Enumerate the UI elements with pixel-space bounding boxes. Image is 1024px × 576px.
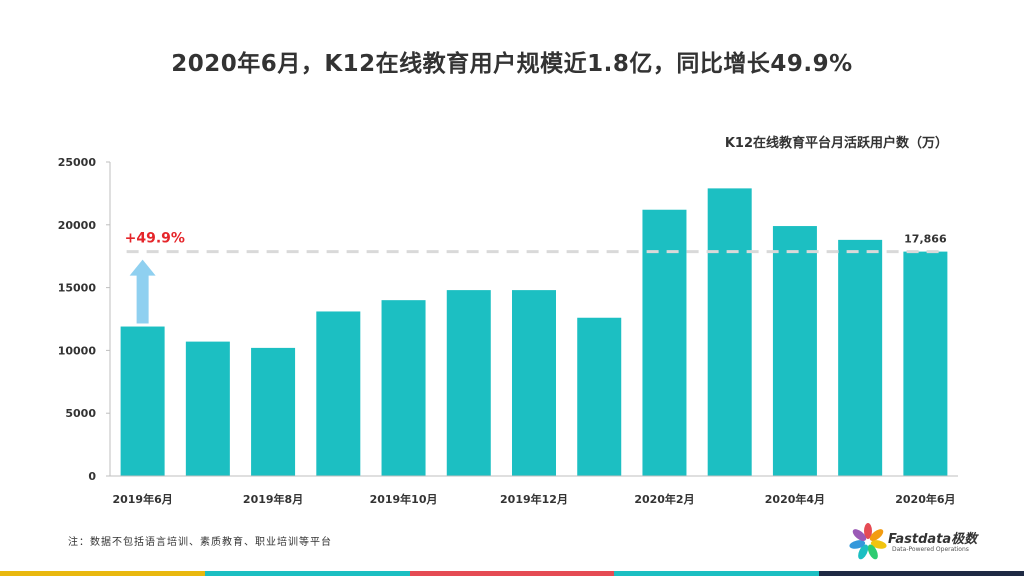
y-tick-label: 0 (88, 470, 96, 483)
logo-text: Fastdata极数 (888, 532, 978, 547)
y-tick-label: 15000 (58, 282, 97, 295)
bar (316, 311, 361, 476)
reference-value-label: 17,866 (904, 233, 947, 246)
bar (446, 290, 491, 476)
bar (251, 347, 296, 476)
bar (903, 251, 948, 476)
x-tick-label: 2020年4月 (765, 492, 825, 506)
bar (577, 317, 622, 476)
annotations: 17,866 +49.9% (125, 231, 947, 324)
color-stripe (819, 571, 1024, 576)
bar (185, 341, 230, 476)
chart-title: K12在线教育平台月活跃用户数（万） (725, 135, 948, 151)
bar (772, 226, 817, 476)
brand-logo: Fastdata极数 Data-Powered Operations (848, 522, 1018, 562)
color-stripe (0, 571, 205, 576)
y-tick-label: 10000 (58, 344, 97, 357)
x-tick-label: 2020年2月 (634, 492, 694, 506)
y-axis: 0 5000 10000 15000 20000 25000 (58, 156, 111, 483)
color-stripe (204, 571, 410, 576)
x-tick-label: 2019年12月 (500, 492, 568, 506)
footnote: 注：数据不包括语言培训、素质教育、职业培训等平台 (68, 537, 332, 548)
x-tick-label: 2019年6月 (112, 492, 172, 506)
bars (120, 188, 948, 476)
growth-label: +49.9% (125, 231, 185, 247)
y-tick-label: 5000 (65, 407, 96, 420)
page-title: 2020年6月，K12在线教育用户规模近1.8亿，同比增长49.9% (171, 51, 853, 77)
x-tick-label: 2019年8月 (243, 492, 303, 506)
color-stripe (614, 571, 820, 576)
bar (707, 188, 752, 476)
growth-arrow-icon (129, 259, 156, 324)
bottom-color-stripes (0, 571, 1024, 576)
y-tick-label: 25000 (58, 156, 97, 169)
x-tick-label: 2020年6月 (895, 492, 955, 506)
x-tick-label: 2019年10月 (370, 492, 438, 506)
bar (120, 326, 165, 476)
bar (512, 290, 556, 476)
x-axis: 2019年6月 2019年8月 2019年10月 2019年12月 2020年2月 202… (110, 475, 958, 506)
flower-logo-icon (849, 523, 887, 560)
bar (381, 300, 426, 476)
y-tick-label: 20000 (58, 219, 97, 232)
logo-tagline: Data-Powered Operations (892, 546, 969, 553)
bar (838, 239, 883, 476)
bar (642, 209, 687, 476)
color-stripe (409, 571, 615, 576)
